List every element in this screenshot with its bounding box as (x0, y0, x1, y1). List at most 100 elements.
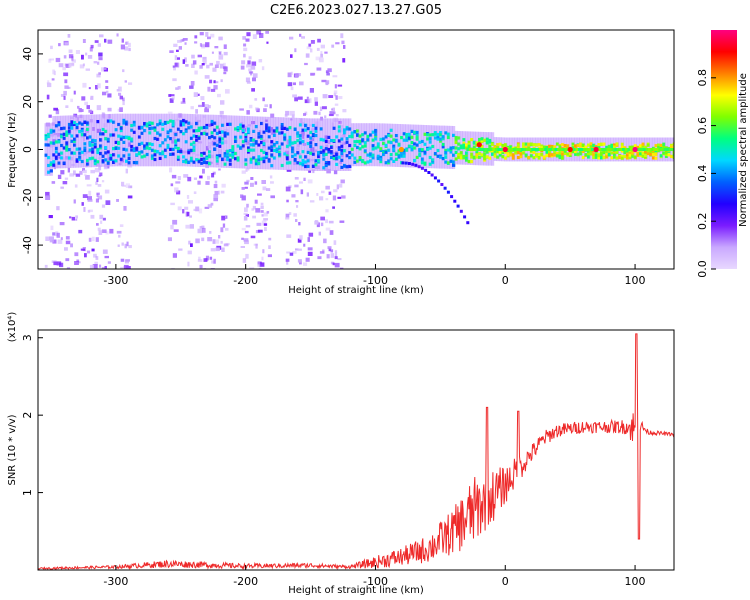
spectrogram-band-cell (415, 143, 419, 147)
spectrogram-band-cell (532, 156, 536, 160)
spectrogram-noise-cell (85, 68, 90, 71)
spectrogram-band-cell (394, 138, 399, 142)
spectrogram-noise-cell (335, 42, 340, 45)
spectrogram-band-cell (358, 147, 362, 151)
spectrogram-band-cell (244, 132, 248, 137)
spectrogram-band-cell (83, 133, 87, 137)
spectrogram-band-cell (161, 127, 165, 131)
spectrogram-band-cell (345, 165, 349, 169)
spectrogram-noise-cell (202, 59, 207, 65)
spectrogram-band-cell (221, 130, 225, 134)
spectrogram-noise-cell (49, 58, 54, 61)
spectrogram-band-cell (221, 157, 225, 161)
spectrogram-band-cell (589, 150, 593, 154)
spectrogram-band-cell (127, 137, 131, 141)
spectrogram-noise-cell (71, 216, 75, 221)
spectrogram-band-cell (498, 142, 502, 146)
spectrogram-band-cell (644, 150, 648, 154)
spectrogram-band-cell (148, 123, 152, 127)
spectrogram-band-cell (550, 146, 554, 150)
spectrogram-band-cell (301, 150, 305, 154)
spectrogram-band-cell (361, 145, 365, 149)
spectrogram-band-cell (293, 127, 297, 131)
spectrogram-noise-cell (340, 179, 345, 184)
spectrogram-band-cell (54, 150, 59, 154)
spectrogram-noise-cell (102, 249, 108, 254)
colorbar-tick-label: 0.2 (696, 212, 709, 230)
spectrogram-band-cell (252, 138, 256, 142)
spectrogram-band-cell (501, 155, 505, 159)
spectrogram-band-cell (662, 142, 666, 146)
spectrogram-band-halo (322, 118, 326, 171)
spectrogram-marks (44, 30, 674, 269)
spectrogram-band-cell (197, 160, 201, 164)
spectrogram-band-halo (109, 113, 113, 167)
spectrogram-band-cell (62, 161, 66, 165)
spectrogram-noise-cell (250, 182, 254, 187)
spectrogram-band-cell (215, 143, 219, 147)
spectrogram-band-cell (465, 156, 469, 160)
spectrogram-band-cell (99, 146, 103, 150)
spectrogram-noise-cell (88, 237, 92, 242)
spectrogram-band-cell (545, 146, 549, 150)
spectrogram-band-cell (179, 149, 183, 153)
spectrogram-noise-cell (261, 66, 265, 71)
spectrogram-band-cell (428, 133, 432, 137)
spectrogram-band-cell (654, 149, 658, 154)
spectrogram-noise-cell (289, 252, 294, 256)
spectrogram-noise-cell (116, 33, 119, 37)
snr-x-tick-label: 100 (625, 575, 646, 588)
spectrogram-band-cell (75, 147, 79, 151)
spectrogram-band-cell (649, 149, 653, 153)
spectrogram-band-cell (226, 149, 230, 153)
spectrogram-band-cell (228, 149, 232, 153)
spectrogram-band-cell (410, 141, 414, 145)
spectrogram-band-cell (143, 144, 147, 148)
spectrogram-band-cell (145, 146, 149, 150)
spectrogram-noise-cell (83, 207, 86, 212)
spectrogram-noise-cell (212, 171, 216, 175)
spectrogram-band-cell (413, 158, 417, 163)
spectrogram-band-cell (348, 143, 352, 148)
spectrogram-band-cell (114, 128, 118, 132)
spectrogram-band-cell (236, 128, 240, 132)
spectrogram-band-halo (426, 125, 430, 169)
spectrogram-band-cell (376, 156, 380, 161)
spectrogram-band-cell (112, 120, 116, 124)
spectrogram-band-halo (330, 118, 334, 171)
spectrogram-band-cell (374, 132, 378, 136)
spectrogram-noise-cell (101, 180, 105, 183)
spectrogram-noise-cell (254, 98, 258, 101)
spectrogram-band-cell (304, 164, 308, 169)
spectrogram-band-halo (171, 113, 175, 167)
spectrogram-band-cell (176, 146, 181, 151)
spectrogram-band-cell (228, 153, 232, 157)
spectrogram-band-cell (576, 152, 580, 156)
spectrogram-noise-cell (204, 75, 210, 79)
spectrogram-band-halo (293, 117, 297, 171)
spectrogram-noise-cell (299, 261, 302, 265)
spectrogram-band-cell (49, 169, 53, 173)
spectrogram-band-halo (200, 114, 204, 167)
spectrogram-noise-cell (296, 73, 301, 77)
spectrogram-noise-cell (93, 253, 97, 258)
spectrogram-band-cell (254, 162, 258, 166)
spectrogram-band-cell (405, 135, 409, 139)
spectrogram-band-halo (361, 123, 365, 167)
spectrogram-band-cell (143, 122, 147, 126)
spectrogram-band-cell (592, 155, 596, 160)
spectrogram-noise-cell (208, 105, 211, 109)
spectrogram-noise-cell (322, 249, 325, 254)
spectrogram-band-cell (93, 162, 97, 166)
spectrogram-band-halo (62, 115, 66, 169)
spectrogram-noise-cell (82, 168, 85, 171)
spectrogram-core-cell (500, 148, 504, 151)
spectrogram-noise-cell (334, 250, 338, 253)
spectrogram-noise-cell (261, 214, 264, 217)
spectrogram-band-cell (205, 126, 209, 130)
spectrogram-noise-cell (91, 236, 95, 242)
spectrogram-noise-cell (107, 93, 112, 98)
spectrogram-band-cell (298, 134, 303, 138)
spectrogram-band-cell (397, 154, 401, 158)
spectrogram-band-cell (88, 143, 92, 147)
